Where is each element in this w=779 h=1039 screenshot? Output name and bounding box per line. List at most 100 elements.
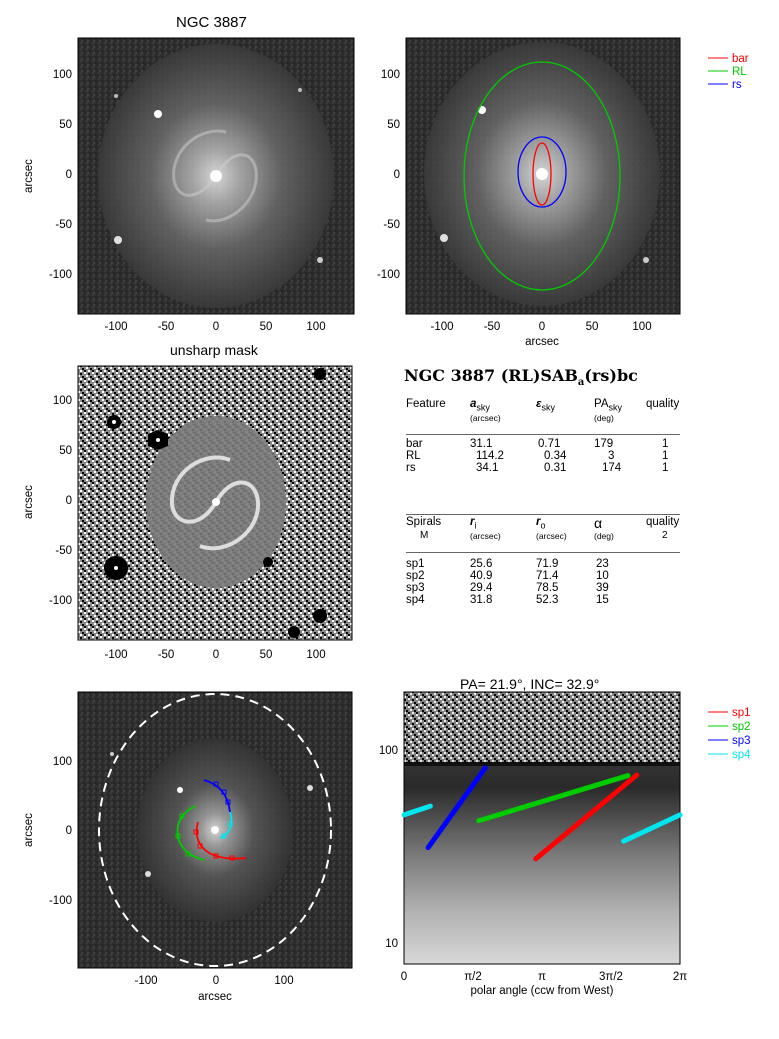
- p2-xtick: 100: [632, 321, 651, 333]
- row-rl-a: 114.2: [476, 450, 504, 462]
- p1-xtick: 50: [260, 321, 273, 333]
- row-bar-a: 31.1: [470, 438, 493, 450]
- quality2-value: 2: [662, 530, 668, 541]
- row-rl-eps: 0.34: [544, 450, 567, 462]
- bar-ellipse: [532, 142, 552, 206]
- sp4-fit-line-1: [401, 803, 433, 818]
- p1-xtick: -50: [158, 321, 175, 333]
- col-a: asky: [470, 398, 490, 413]
- p6-xtick: π/2: [464, 971, 482, 983]
- p3-ytick: -100: [49, 595, 72, 607]
- row-bar-q: 1: [662, 438, 669, 450]
- legend-sp3: sp3: [732, 735, 751, 747]
- legend-sp2: sp2: [732, 721, 751, 733]
- sp4-fit-line-2: [621, 812, 683, 844]
- col-spirals: Spirals: [406, 516, 442, 528]
- col-eps: εsky: [536, 398, 556, 413]
- row-sp4-name: sp4: [406, 594, 425, 606]
- col-quality: quality: [646, 398, 680, 410]
- p6-ytick: 100: [379, 745, 398, 757]
- row-sp1-name: sp1: [406, 558, 425, 570]
- col-ri: ri: [470, 516, 477, 531]
- legend-rs: rs: [732, 79, 742, 91]
- p2-ytick: -50: [383, 219, 400, 231]
- p5-ylabel: arcsec: [23, 813, 35, 847]
- p2-xtick: 0: [539, 321, 545, 333]
- p1-ytick: 50: [59, 119, 72, 131]
- row-sp4-ri: 31.8: [470, 594, 493, 606]
- row-rs-eps: 0.31: [544, 462, 567, 474]
- row-sp2-ro: 71.4: [536, 570, 559, 582]
- legend-sp1: sp1: [732, 707, 751, 719]
- p3-xtick: -50: [158, 649, 175, 661]
- col-ro-unit: (arcsec): [536, 531, 567, 541]
- p2-xtick: 50: [586, 321, 599, 333]
- p3-ylabel: arcsec: [23, 485, 35, 519]
- p1-ytick: 100: [53, 69, 72, 81]
- spirals-table: Spirals M ri (arcsec) ro (arcsec) α (deg…: [406, 515, 680, 616]
- row-rs-q: 1: [662, 462, 669, 474]
- p1-ytick: -50: [55, 219, 72, 231]
- row-rs-pa: 174: [602, 462, 622, 474]
- p1-xtick: -100: [104, 321, 127, 333]
- legend-sp4: sp4: [732, 749, 751, 761]
- row-sp3-alpha: 39: [596, 582, 609, 594]
- panel6-title: PA= 21.9°, INC= 32.9°: [460, 676, 600, 692]
- col-pa: PAsky: [594, 398, 622, 413]
- panel2-ellipse-fit-image: 100 50 0 -50 -100 -100 -50 0 50 100 arcs…: [377, 37, 749, 348]
- sp1-fit-line: [533, 772, 640, 862]
- p5-xtick: 100: [274, 975, 293, 987]
- p3-ytick: 0: [66, 495, 72, 507]
- col-a-unit: (arcsec): [470, 413, 501, 423]
- col-ri-unit: (arcsec): [470, 531, 501, 541]
- row-rs-a: 34.1: [476, 462, 499, 474]
- sp3-fit-line: [425, 765, 488, 851]
- panel3-unsharp-mask-image: 100 50 0 -50 -100 -100 -50 0 50 100 arcs…: [23, 365, 353, 661]
- p6-xtick: 0: [401, 971, 407, 983]
- p2-xtick: -100: [430, 321, 453, 333]
- p5-xlabel: arcsec: [198, 991, 232, 1003]
- sp2-fit-line: [476, 773, 631, 824]
- p2-ytick: 0: [394, 169, 400, 181]
- p1-ytick: 0: [66, 169, 72, 181]
- row-sp2-alpha: 10: [596, 570, 609, 582]
- col-ro: ro: [536, 516, 546, 531]
- p2-ytick: 50: [387, 119, 400, 131]
- col-pa-unit: (deg): [594, 413, 614, 423]
- panel3-title: unsharp mask: [170, 342, 258, 358]
- sp1-curve: [195, 821, 247, 860]
- panel1-title: NGC 3887: [176, 14, 247, 31]
- p3-xtick: 0: [213, 649, 219, 661]
- col-alpha-unit: (deg): [594, 531, 614, 541]
- row-sp4-alpha: 15: [596, 594, 609, 606]
- rl-ellipse: [463, 61, 621, 291]
- p1-xtick: 0: [213, 321, 219, 333]
- p2-xlabel: arcsec: [525, 336, 559, 348]
- row-sp1-alpha: 23: [596, 558, 609, 570]
- row-rl-pa: 3: [608, 450, 615, 462]
- legend-rl: RL: [732, 66, 747, 78]
- p6-xtick: 3π/2: [599, 971, 623, 983]
- table-heading: NGC 3887 (RL)SABa(rs)bc: [404, 366, 638, 389]
- p5-ytick: 100: [53, 756, 72, 768]
- p2-xtick: -50: [484, 321, 501, 333]
- p3-xtick: 100: [306, 649, 325, 661]
- row-bar-feature: bar: [406, 438, 423, 450]
- row-sp3-name: sp3: [406, 582, 425, 594]
- row-bar-eps: 0.71: [538, 438, 561, 450]
- col-feature: Feature: [406, 398, 446, 410]
- row-sp3-ri: 29.4: [470, 582, 493, 594]
- deprojection-ellipse: [98, 693, 332, 967]
- row-rl-feature: RL: [406, 450, 421, 462]
- row-sp3-ro: 78.5: [536, 582, 559, 594]
- p5-ytick: -100: [49, 895, 72, 907]
- p3-ytick: -50: [55, 545, 72, 557]
- p1-ytick: -100: [49, 269, 72, 281]
- p5-xtick: -100: [134, 975, 157, 987]
- rs-ellipse: [517, 136, 567, 208]
- p6-xtick: π: [538, 971, 546, 983]
- col-quality2: quality: [646, 516, 680, 528]
- p1-xtick: 100: [306, 321, 325, 333]
- p1-ylabel: arcsec: [23, 159, 35, 193]
- row-sp1-ro: 71.9: [536, 558, 559, 570]
